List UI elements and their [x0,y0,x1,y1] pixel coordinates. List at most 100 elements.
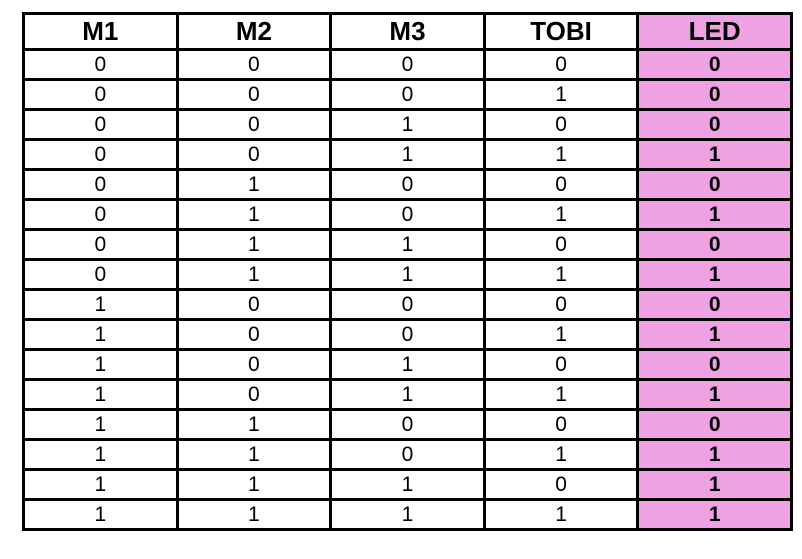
cell-tobi: 0 [484,350,638,380]
cell-led: 0 [638,230,792,260]
cell-tobi: 1 [484,320,638,350]
header-led: LED [638,14,792,50]
header-m2: M2 [177,14,331,50]
cell-m2: 1 [177,230,331,260]
cell-led: 0 [638,110,792,140]
cell-m2: 0 [177,50,331,80]
table-row: 00000 [24,50,792,80]
table-row: 00100 [24,110,792,140]
cell-led: 1 [638,500,792,530]
table-row: 10100 [24,350,792,380]
cell-led: 0 [638,350,792,380]
cell-tobi: 1 [484,500,638,530]
truth-table: M1 M2 M3 TOBI LED 0000000010001000011101… [22,12,793,531]
table-row: 10011 [24,320,792,350]
cell-m3: 1 [331,260,485,290]
cell-m2: 1 [177,470,331,500]
cell-m2: 0 [177,140,331,170]
cell-tobi: 0 [484,470,638,500]
cell-tobi: 0 [484,230,638,260]
table-row: 01000 [24,170,792,200]
cell-tobi: 0 [484,50,638,80]
cell-m1: 0 [24,170,178,200]
table-row: 11000 [24,410,792,440]
table-row: 01111 [24,260,792,290]
cell-m2: 1 [177,500,331,530]
cell-m1: 0 [24,260,178,290]
cell-tobi: 1 [484,380,638,410]
cell-m3: 1 [331,110,485,140]
cell-m2: 0 [177,290,331,320]
cell-led: 0 [638,290,792,320]
cell-m3: 0 [331,410,485,440]
table-row: 11111 [24,500,792,530]
cell-m3: 0 [331,50,485,80]
cell-m3: 0 [331,170,485,200]
cell-tobi: 1 [484,440,638,470]
cell-tobi: 0 [484,110,638,140]
cell-tobi: 1 [484,140,638,170]
cell-led: 1 [638,380,792,410]
cell-m1: 1 [24,380,178,410]
cell-tobi: 0 [484,410,638,440]
cell-m1: 0 [24,200,178,230]
header-tobi: TOBI [484,14,638,50]
table-row: 10000 [24,290,792,320]
cell-m2: 1 [177,260,331,290]
cell-m1: 0 [24,80,178,110]
cell-led: 0 [638,50,792,80]
header-row: M1 M2 M3 TOBI LED [24,14,792,50]
table-row: 10111 [24,380,792,410]
cell-led: 1 [638,470,792,500]
cell-led: 1 [638,320,792,350]
cell-m1: 0 [24,110,178,140]
cell-m1: 1 [24,410,178,440]
cell-m3: 0 [331,290,485,320]
cell-led: 1 [638,140,792,170]
table-row: 01100 [24,230,792,260]
cell-tobi: 1 [484,200,638,230]
table-body: 0000000010001000011101000010110110001111… [24,50,792,530]
cell-m3: 0 [331,320,485,350]
table-row: 11101 [24,470,792,500]
cell-tobi: 1 [484,260,638,290]
cell-m1: 0 [24,230,178,260]
cell-m2: 0 [177,350,331,380]
cell-led: 1 [638,260,792,290]
cell-m3: 0 [331,80,485,110]
cell-m2: 1 [177,440,331,470]
cell-m1: 0 [24,140,178,170]
cell-m2: 0 [177,80,331,110]
table-row: 11011 [24,440,792,470]
cell-m3: 0 [331,440,485,470]
cell-m3: 1 [331,230,485,260]
cell-m1: 1 [24,320,178,350]
cell-tobi: 1 [484,80,638,110]
cell-led: 0 [638,170,792,200]
cell-m1: 1 [24,350,178,380]
cell-led: 0 [638,410,792,440]
cell-m3: 1 [331,350,485,380]
cell-led: 1 [638,440,792,470]
cell-m1: 1 [24,470,178,500]
cell-m3: 1 [331,470,485,500]
cell-led: 1 [638,200,792,230]
cell-m2: 1 [177,170,331,200]
table-row: 00111 [24,140,792,170]
cell-m3: 1 [331,500,485,530]
header-m1: M1 [24,14,178,50]
cell-m2: 1 [177,200,331,230]
table-row: 01011 [24,200,792,230]
header-m3: M3 [331,14,485,50]
cell-m3: 0 [331,200,485,230]
table-row: 00010 [24,80,792,110]
cell-tobi: 0 [484,170,638,200]
cell-m2: 1 [177,410,331,440]
cell-m3: 1 [331,140,485,170]
cell-m1: 1 [24,500,178,530]
cell-led: 0 [638,80,792,110]
cell-m2: 0 [177,380,331,410]
cell-m1: 1 [24,440,178,470]
cell-m1: 0 [24,50,178,80]
cell-tobi: 0 [484,290,638,320]
